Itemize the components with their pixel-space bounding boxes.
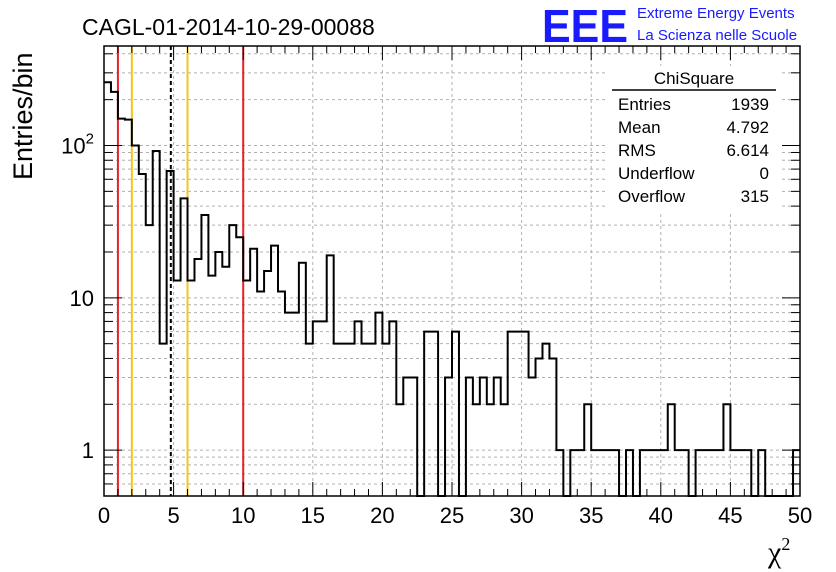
stats-label: Overflow — [618, 187, 686, 206]
stats-value: 4.792 — [726, 118, 769, 137]
x-tick-label: 30 — [509, 503, 533, 528]
y-tick-base: 10 — [61, 133, 85, 158]
grid — [104, 46, 800, 497]
eee-logo: EEE Extreme Energy Events La Scienza nel… — [542, 0, 797, 52]
stats-label: Mean — [618, 118, 661, 137]
stats-label: Underflow — [618, 164, 695, 183]
x-tick-label: 35 — [579, 503, 603, 528]
x-axis-label: χ2 — [767, 534, 790, 569]
stats-label: Entries — [618, 95, 671, 114]
y-tick-label: 102 — [61, 130, 94, 158]
stats-value: 6.614 — [726, 141, 769, 160]
stats-title: ChiSquare — [654, 69, 734, 88]
x-tick-label: 15 — [301, 503, 325, 528]
stats-value: 1939 — [731, 95, 769, 114]
x-tick-label: 20 — [370, 503, 394, 528]
x-tick-label: 45 — [718, 503, 742, 528]
x-tick-label: 5 — [167, 503, 179, 528]
y-tick-label: 1 — [82, 438, 94, 463]
histogram-outline — [104, 81, 800, 497]
y-tick-label: 10 — [70, 286, 94, 311]
stats-rows: Entries 1939 Mean 4.792 RMS 6.614 Underflow 0 Ov… — [618, 95, 769, 206]
x-tick-label: 40 — [649, 503, 673, 528]
x-tick-label: 10 — [231, 503, 255, 528]
x-tick-label: 0 — [98, 503, 110, 528]
stats-value: 0 — [760, 164, 769, 183]
chart-title: CAGL-01-2014-10-29-00088 — [82, 14, 375, 40]
y-tick-base: 1 — [82, 438, 94, 463]
logo-mark: EEE — [542, 0, 628, 52]
logo-line-2: La Scienza nelle Scuole — [637, 27, 797, 44]
stats-label: RMS — [618, 141, 656, 160]
x-tick-label: 50 — [788, 503, 812, 528]
logo-line-1: Extreme Energy Events — [637, 5, 795, 22]
y-axis-label: Entries/bin — [8, 52, 38, 180]
y-tick-exponent: 2 — [86, 130, 94, 147]
y-tick-base: 10 — [70, 286, 94, 311]
stats-box: ChiSquare Entries 1939 Mean 4.792 RMS 6.614 Un… — [606, 66, 782, 212]
x-axis: 0 5 10 15 20 25 30 35 40 45 50 — [98, 46, 812, 528]
stats-value: 315 — [741, 187, 769, 206]
x-tick-label: 25 — [440, 503, 464, 528]
